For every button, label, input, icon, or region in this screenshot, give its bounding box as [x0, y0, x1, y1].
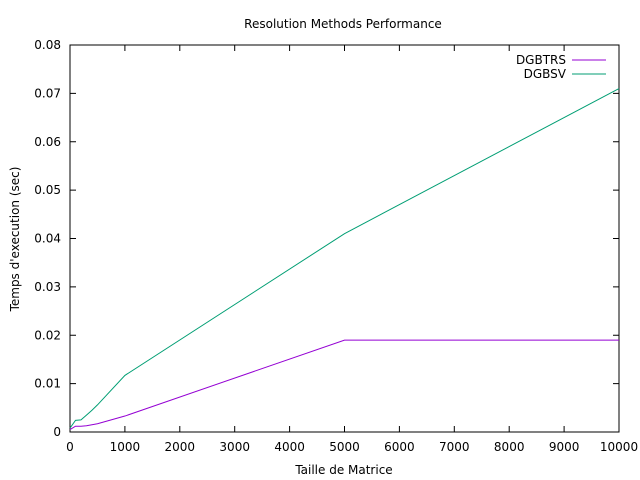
x-tick-label: 5000 — [329, 440, 360, 454]
x-tick-label: 0 — [66, 440, 74, 454]
x-tick-label: 4000 — [274, 440, 305, 454]
y-tick-label: 0.08 — [34, 38, 61, 52]
x-tick-label: 9000 — [549, 440, 580, 454]
y-tick-label: 0.05 — [34, 183, 61, 197]
x-tick-label: 8000 — [494, 440, 525, 454]
y-tick-label: 0.07 — [34, 86, 61, 100]
legend-label-dgbsv: DGBSV — [524, 67, 567, 81]
y-axis-label: Temps d'execution (sec) — [8, 167, 22, 313]
series-line-dgbsv — [69, 88, 620, 429]
x-tick-label: 6000 — [384, 440, 415, 454]
y-tick-label: 0 — [53, 425, 61, 439]
legend-label-dgbtrs: DGBTRS — [516, 53, 566, 67]
series-lines — [69, 88, 620, 431]
x-tick-label: 1000 — [110, 440, 141, 454]
axis-ticks: 0 1000 2000 3000 4000 5000 6000 7000 8000 9000 100… — [34, 38, 638, 454]
x-tick-label: 2000 — [165, 440, 196, 454]
y-tick-label: 0.04 — [34, 232, 61, 246]
plot-frame — [69, 44, 620, 433]
y-tick-label: 0.06 — [34, 135, 61, 149]
x-tick-label: 7000 — [439, 440, 470, 454]
x-tick-label: 3000 — [219, 440, 250, 454]
x-axis-label: Taille de Matrice — [294, 463, 392, 477]
series-line-dgbtrs — [69, 339, 619, 431]
y-tick-label: 0.02 — [34, 328, 61, 342]
x-tick-label: 10000 — [600, 440, 638, 454]
y-tick-label: 0.03 — [34, 280, 61, 294]
y-tick-label: 0.01 — [34, 377, 61, 391]
chart-title: Resolution Methods Performance — [244, 17, 442, 31]
